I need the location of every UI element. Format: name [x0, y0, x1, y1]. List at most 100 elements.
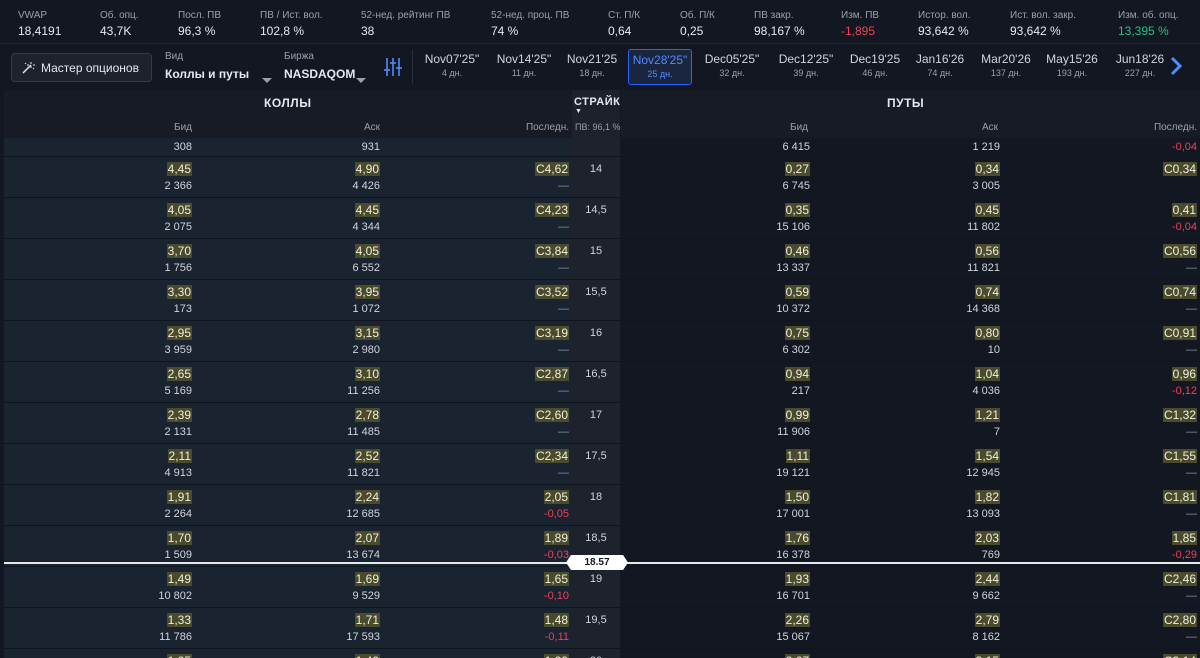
expiration-tab[interactable]: Jun18'26 227 дн.: [1108, 49, 1172, 85]
col-header-bid[interactable]: Бид: [790, 122, 808, 133]
table-row[interactable]: 1,93 16 701 2,44 9 662 C2,46 —: [621, 566, 1200, 607]
cell-put-last[interactable]: C0,91 —: [1162, 321, 1197, 357]
cell-call-last[interactable]: C4,23 —: [534, 198, 569, 234]
cell-put-ask[interactable]: 0,45 11 802: [967, 198, 1000, 234]
table-row[interactable]: 3,70 1 756 4,05 6 552 C3,84 —: [4, 238, 572, 279]
col-header-ask[interactable]: Аск: [981, 122, 998, 133]
expiration-tab[interactable]: Dec19'25 46 дн.: [843, 49, 907, 85]
cell-put-ask[interactable]: 0,80 10: [974, 321, 1000, 357]
col-header-bid[interactable]: Бид: [174, 122, 192, 133]
cell-call-ask[interactable]: 1,40: [354, 649, 380, 658]
cell-put-last[interactable]: C2,46 —: [1162, 567, 1197, 603]
cell-call-bid[interactable]: 2,11 4 913: [164, 444, 192, 480]
cell-put-last[interactable]: C0,56 —: [1162, 239, 1197, 275]
options-wizard-button[interactable]: Мастер опционов: [11, 53, 152, 82]
table-row[interactable]: 4,05 2 075 4,45 4 344 C4,23 —: [4, 197, 572, 238]
table-row[interactable]: 2,11 4 913 2,52 11 821 C2,34 —: [4, 443, 572, 484]
cell-call-ask[interactable]: 3,15 2 980: [352, 321, 380, 357]
expiration-tab[interactable]: Nov07'25" 4 дн.: [420, 49, 484, 85]
cell-put-ask[interactable]: 1,54 12 945: [966, 444, 1000, 480]
expiration-tab[interactable]: Nov14'25" 11 дн.: [492, 49, 556, 85]
cell-put-bid[interactable]: 1,50 17 001: [776, 485, 810, 521]
table-row[interactable]: 308 931: [4, 138, 572, 156]
cell-put-bid[interactable]: 0,46 13 337: [776, 239, 810, 275]
table-row[interactable]: 0,59 10 372 0,74 14 368 C0,74 —: [621, 279, 1200, 320]
cell-put-ask[interactable]: 2,03 769: [974, 526, 1000, 562]
table-row[interactable]: 1,91 2 264 2,24 12 685 2,05 -0,05: [4, 484, 572, 525]
cell-call-bid[interactable]: 4,05 2 075: [164, 198, 192, 234]
cell-put-bid[interactable]: 0,94 217: [784, 362, 810, 398]
cell-call-last[interactable]: C4,62 —: [534, 157, 569, 193]
cell-call-ask[interactable]: 2,24 12 685: [346, 485, 380, 521]
cell-call-last[interactable]: 1,29: [543, 649, 569, 658]
cell-call-last[interactable]: 1,65 -0,10: [543, 567, 569, 603]
cell-put-bid[interactable]: 2,26 15 067: [776, 608, 810, 644]
table-row[interactable]: 6 415 1 219 -0,04: [621, 138, 1200, 156]
cell-call-ask[interactable]: 4,05 6 552: [352, 239, 380, 275]
cell-call-ask[interactable]: 931: [362, 138, 380, 156]
col-header-ask[interactable]: Аск: [363, 122, 380, 133]
cell-call-bid[interactable]: 4,45 2 366: [164, 157, 192, 193]
cell-call-last[interactable]: C2,87 —: [534, 362, 569, 398]
cell-call-last[interactable]: C2,60 —: [534, 403, 569, 439]
table-row[interactable]: 1,49 10 802 1,69 9 529 1,65 -0,10: [4, 566, 572, 607]
cell-put-bid[interactable]: 6 415: [782, 138, 810, 156]
table-row[interactable]: 0,75 6 302 0,80 10 C0,91 —: [621, 320, 1200, 361]
cell-call-last[interactable]: 1,48 -0,11: [543, 608, 569, 644]
settings-sliders-icon[interactable]: [384, 57, 402, 82]
col-header-last[interactable]: Последн.: [1153, 122, 1197, 133]
cell-call-last[interactable]: 1,89 -0,03: [543, 526, 569, 562]
table-row[interactable]: 2,65 5 169 3,10 11 256 C2,87 —: [4, 361, 572, 402]
cell-call-ask[interactable]: 4,45 4 344: [352, 198, 380, 234]
table-row[interactable]: 1,70 1 509 2,07 13 674 1,89 -0,03: [4, 525, 572, 566]
expiration-tab[interactable]: Dec12'25" 39 дн.: [774, 49, 838, 85]
cell-put-ask[interactable]: 0,34 3 005: [972, 157, 1000, 193]
cell-put-bid[interactable]: 0,35 15 106: [776, 198, 810, 234]
cell-put-bid[interactable]: 0,75 6 302: [782, 321, 810, 357]
cell-put-last[interactable]: C0,74 —: [1162, 280, 1197, 316]
cell-call-bid[interactable]: 308: [174, 138, 192, 156]
cell-put-ask[interactable]: 1,21 7: [974, 403, 1000, 439]
cell-call-bid[interactable]: 1,25: [166, 649, 192, 658]
table-row[interactable]: 0,27 6 745 0,34 3 005 C0,34: [621, 156, 1200, 197]
cell-put-bid[interactable]: 1,11 19 121: [776, 444, 810, 480]
cell-call-last[interactable]: C3,19 —: [534, 321, 569, 357]
cell-put-bid[interactable]: 1,93 16 701: [776, 567, 810, 603]
table-row[interactable]: 4,45 2 366 4,90 4 426 C4,62 —: [4, 156, 572, 197]
cell-call-ask[interactable]: 4,90 4 426: [352, 157, 380, 193]
table-row[interactable]: 3,30 173 3,95 1 072 C3,52 —: [4, 279, 572, 320]
table-row[interactable]: 1,11 19 121 1,54 12 945 C1,55 —: [621, 443, 1200, 484]
col-header-last[interactable]: Последн.: [525, 122, 569, 133]
cell-call-bid[interactable]: 1,70 1 509: [164, 526, 192, 562]
cell-call-bid[interactable]: 3,70 1 756: [164, 239, 192, 275]
cell-call-bid[interactable]: 1,49 10 802: [158, 567, 192, 603]
cell-put-ask[interactable]: 1 219: [972, 138, 1000, 156]
cell-put-last[interactable]: 0,96 -0,12: [1171, 362, 1197, 398]
cell-put-last[interactable]: C3,14: [1162, 649, 1197, 658]
chevron-right-icon[interactable]: [1168, 56, 1184, 81]
cell-put-bid[interactable]: 2,67: [784, 649, 810, 658]
expiration-tab[interactable]: Dec05'25" 32 дн.: [700, 49, 764, 85]
table-row[interactable]: 0,46 13 337 0,56 11 821 C0,56 —: [621, 238, 1200, 279]
cell-put-last[interactable]: C1,32 —: [1162, 403, 1197, 439]
exchange-select[interactable]: Биржа NASDAQOM: [284, 51, 374, 83]
cell-call-bid[interactable]: 2,95 3 959: [164, 321, 192, 357]
cell-put-bid[interactable]: 1,76 16 378: [776, 526, 810, 562]
cell-put-ask[interactable]: 2,44 9 662: [972, 567, 1000, 603]
expiration-tab[interactable]: Nov28'25" 25 дн.: [628, 49, 692, 85]
cell-call-ask[interactable]: 1,69 9 529: [352, 567, 380, 603]
cell-put-bid[interactable]: 0,99 11 906: [777, 403, 810, 439]
cell-call-last[interactable]: C3,52 —: [534, 280, 569, 316]
table-row[interactable]: 0,99 11 906 1,21 7 C1,32 —: [621, 402, 1200, 443]
expiration-tab[interactable]: May15'26 193 дн.: [1040, 49, 1104, 85]
table-row[interactable]: 1,33 11 786 1,71 17 593 1,48 -0,11: [4, 607, 572, 648]
expiration-tab[interactable]: Jan16'26 74 дн.: [908, 49, 972, 85]
cell-put-last[interactable]: C2,80 —: [1162, 608, 1197, 644]
cell-put-last[interactable]: 0,41 -0,04: [1171, 198, 1197, 234]
expiration-tab[interactable]: Nov21'25 18 дн.: [560, 49, 624, 85]
expiration-tab[interactable]: Mar20'26 137 дн.: [974, 49, 1038, 85]
cell-call-ask[interactable]: 1,71 17 593: [346, 608, 380, 644]
table-row[interactable]: 1,25 1,40 1,29: [4, 648, 572, 658]
table-row[interactable]: 0,35 15 106 0,45 11 802 0,41 -0,04: [621, 197, 1200, 238]
table-row[interactable]: 0,94 217 1,04 4 036 0,96 -0,12: [621, 361, 1200, 402]
